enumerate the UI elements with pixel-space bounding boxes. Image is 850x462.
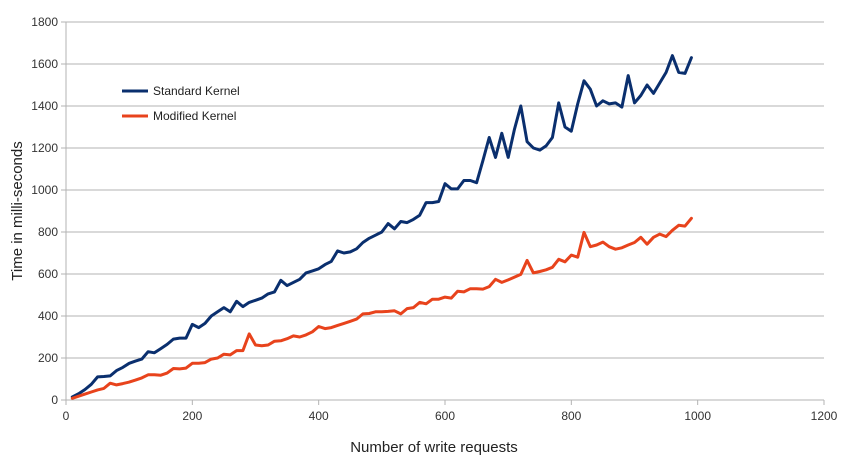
y-tick-label: 1800: [31, 15, 58, 29]
y-tick-label: 1400: [31, 99, 58, 113]
legend-label-modified-kernel: Modified Kernel: [153, 109, 236, 123]
x-tick-label: 200: [182, 409, 202, 423]
axes: [65, 22, 824, 401]
grid-lines: [66, 21, 824, 401]
series-line-modified-kernel: [70, 216, 693, 400]
y-tick-label: 400: [38, 309, 58, 323]
series-line-standard-kernel: [70, 54, 693, 399]
y-tick-label: 1200: [31, 141, 58, 155]
y-tick-label: 600: [38, 267, 58, 281]
x-tick-label: 600: [435, 409, 455, 423]
y-axis-title: Time in milli-seconds: [9, 141, 26, 280]
x-tick-label: 1000: [684, 409, 711, 423]
series-layer: [70, 54, 693, 400]
x-axis-ticks: 0 200 400 600 800 1000 1200: [63, 400, 838, 423]
x-tick-label: 800: [561, 409, 581, 423]
y-tick-label: 800: [38, 225, 58, 239]
x-tick-label: 1200: [811, 409, 838, 423]
x-tick-label: 400: [309, 409, 329, 423]
x-axis-title: Number of write requests: [350, 439, 518, 456]
y-tick-label: 1000: [31, 183, 58, 197]
legend-label-standard-kernel: Standard Kernel: [153, 84, 240, 98]
y-tick-label: 0: [51, 393, 58, 407]
legend: Standard Kernel Modified Kernel: [122, 84, 240, 123]
x-tick-label: 0: [63, 409, 70, 423]
y-tick-label: 200: [38, 351, 58, 365]
y-tick-label: 1600: [31, 57, 58, 71]
y-axis-ticks: 0 200 400 600 800 1000 1200 1400 1600 1800: [31, 15, 66, 407]
